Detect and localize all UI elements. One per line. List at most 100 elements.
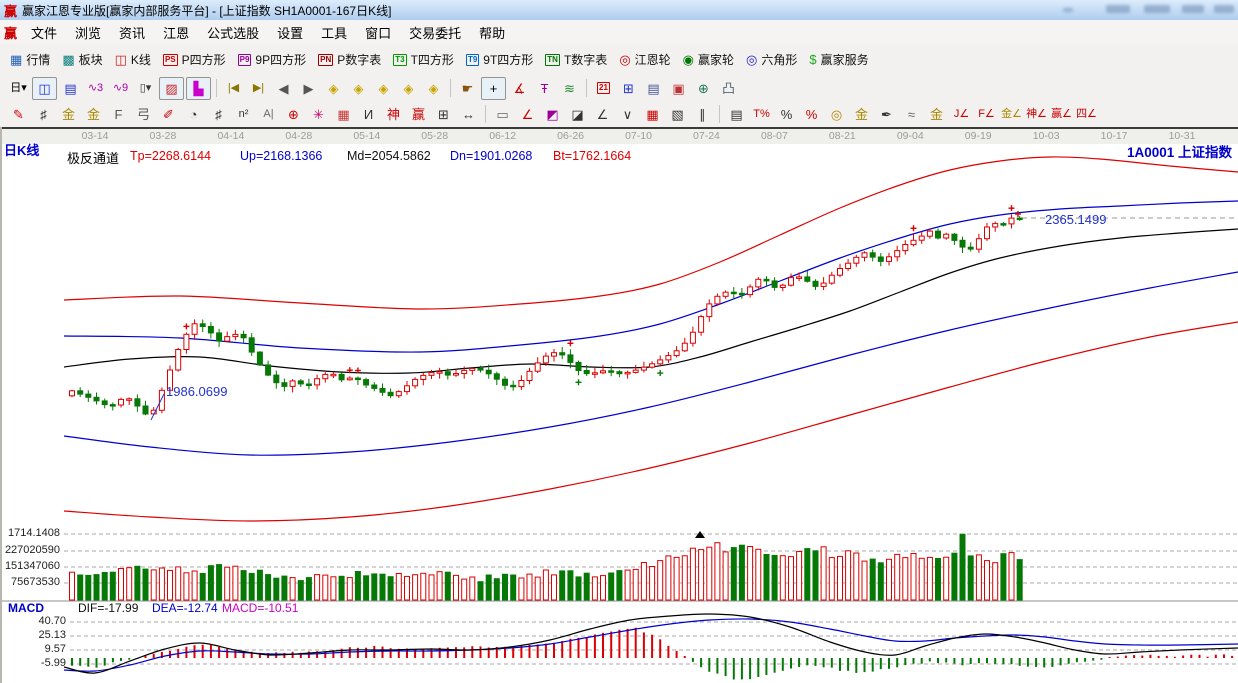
toolbar-button-kline[interactable]: ◫ K线 (109, 48, 157, 71)
tool-red-marker[interactable]: ✐ (163, 106, 174, 122)
tool-shen-angle[interactable]: 神∠ (1026, 107, 1047, 120)
toolbar-button-t-square[interactable]: T3 T四方形 (387, 48, 460, 71)
tool-volume-profile[interactable]: ▙ (186, 76, 211, 100)
menu-item-1[interactable]: 浏览 (75, 25, 102, 41)
tool-grid-red[interactable]: ▦ (646, 106, 659, 122)
tool-gold-grid-a[interactable]: 金 (61, 106, 75, 122)
menu-item-3[interactable]: 江恩 (163, 25, 190, 41)
tool-arrow-left-diamond[interactable]: ◈ (328, 80, 339, 96)
tool-fan-box-dark[interactable]: ◪ (571, 106, 584, 122)
tool-print[interactable]: 凸 (721, 80, 735, 96)
tool-info-panel[interactable]: ▤ (64, 80, 77, 96)
tool-network[interactable]: ⊕ (698, 80, 709, 96)
tool-box-tool[interactable]: ▭ (496, 106, 509, 122)
toolbar-button-9t-square[interactable]: T9 9T四方形 (460, 48, 539, 71)
tool-gold-grid-b[interactable]: 金 (86, 106, 100, 122)
tool-jump-last[interactable]: ▶| (252, 81, 265, 94)
tool-crosshair-tool[interactable]: + (481, 76, 506, 100)
tool-grid-dots[interactable]: ▦ (337, 106, 350, 122)
tool-step-back[interactable]: ◀ (278, 80, 289, 96)
toolbar-button-hexagon[interactable]: ◎ 六角形 (740, 48, 803, 71)
menu-item-8[interactable]: 交易委托 (409, 25, 462, 41)
toolbar-button-winner-wheel[interactable]: ◉ 赢家轮 (677, 48, 740, 71)
tool-fan-box-purple[interactable]: ◩ (546, 106, 559, 122)
tool-gold-angle[interactable]: 金∠ (1001, 107, 1022, 120)
menu-item-7[interactable]: 窗口 (365, 25, 392, 41)
tool-f-angle[interactable]: F∠ (978, 107, 995, 120)
window-title: 赢家江恩专业版[赢家内部服务平台] - [上证指数 SH1A0001-167日K… (22, 3, 392, 18)
toolbar-button-quotes[interactable]: ▦ 行情 (4, 48, 56, 71)
tool-notes[interactable]: ▤ (647, 80, 660, 96)
tool-bar-type-dropdown[interactable]: ▯▾ (139, 81, 152, 94)
tool-wave-3[interactable]: ∿3 (87, 81, 104, 94)
tool-overlay-windows[interactable]: ◫ (32, 76, 57, 100)
draw-toolbar: ✎ ♯ 金金 F 弓 ✐ ◔ ♯ n² A| ⊕ ✳ ▦ И 神赢 ⊞ ↔ ▭ ∠ ◩ ◪ ∠ ∨ ▦ ▧ ∥ ▤ T%%% ◎ 金 ✒ ≈ 金… (0, 101, 1238, 128)
tool-coil-grid[interactable]: 弓 (136, 106, 150, 122)
tool-j-angle[interactable]: J∠ (953, 107, 970, 120)
chart-area[interactable] (0, 142, 1238, 683)
tool-f-grid[interactable]: F (114, 106, 123, 122)
tool-shen-grid[interactable]: 神 (386, 106, 400, 122)
menu-item-2[interactable]: 资讯 (119, 25, 146, 41)
tool-zigzag-mark[interactable]: И (363, 106, 374, 122)
tool-calculator[interactable]: ⊞ (623, 80, 634, 96)
tool-wave-tool[interactable]: ≋ (564, 80, 575, 96)
toolbar-button-9p-square[interactable]: P9 9P四方形 (232, 48, 312, 71)
tool-calendar[interactable]: 21 (592, 78, 615, 99)
tool-grid-arrow[interactable]: ▧ (671, 106, 684, 122)
tool-v-wave[interactable]: ∨ (622, 106, 633, 122)
tool-four-angle[interactable]: 四∠ (1076, 107, 1097, 120)
tool-wave-channel[interactable]: ≈ (907, 106, 916, 122)
toolbar-button-p-number-table[interactable]: PN P数字表 (312, 48, 387, 71)
menu-item-6[interactable]: 工具 (321, 25, 348, 41)
menu-item-4[interactable]: 公式选股 (207, 25, 260, 41)
tool-ink-pen[interactable]: ✒ (881, 106, 892, 122)
menu-item-9[interactable]: 帮助 (479, 25, 506, 41)
tool-win-box[interactable]: 赢 (411, 106, 425, 122)
tool-time-clock[interactable]: ◔ (189, 106, 198, 122)
menu-item-5[interactable]: 设置 (277, 25, 304, 41)
tool-angle-a[interactable]: A| (263, 107, 274, 120)
tool-arrow-right-diamond[interactable]: ◈ (353, 80, 364, 96)
tool-gann-structure-tool[interactable]: Ŧ (540, 80, 549, 96)
date-tick-09-04: 09-04 (896, 130, 924, 142)
toolbar-button-sectors[interactable]: ▩ 板块 (56, 48, 108, 71)
toolbar-button-p-square[interactable]: PS P四方形 (157, 48, 232, 71)
tool-star-burst[interactable]: ✳ (313, 106, 324, 122)
tool-t-percent[interactable]: T% (753, 107, 770, 120)
tool-arrow-both-diamond[interactable]: ◈ (378, 80, 389, 96)
toolbar-button-t-number-table[interactable]: TN T数字表 (539, 48, 613, 71)
tool-gann-map[interactable]: ▨ (159, 76, 184, 100)
p-square-label: P四方形 (181, 53, 226, 67)
toolbar-button-gann-wheel[interactable]: ◎ 江恩轮 (613, 48, 676, 71)
menu-item-0[interactable]: 文件 (31, 25, 58, 41)
tool-hand-tool[interactable]: ☛ (461, 80, 474, 96)
tool-grid-123[interactable]: ⊞ (438, 106, 449, 122)
tool-candle-style-dropdown[interactable]: 日▾ (10, 81, 27, 94)
tool-column-stats[interactable]: ▤ (730, 106, 743, 122)
tool-grid-ruler-2[interactable]: ♯ (215, 106, 222, 122)
tool-step-forward[interactable]: ▶ (303, 80, 314, 96)
tool-fan-red[interactable]: ∠ (521, 106, 534, 122)
tool-angle-fan[interactable]: ∠ (596, 106, 609, 122)
tool-wave-9[interactable]: ∿9 (112, 81, 129, 94)
tool-arrow-cross-diamond[interactable]: ◈ (428, 80, 439, 96)
tool-gold-line[interactable]: 金 (854, 106, 868, 122)
tool-n-square[interactable]: n² (238, 107, 249, 120)
tool-percent[interactable]: % (780, 106, 793, 122)
tool-save[interactable]: ▣ (672, 80, 685, 96)
tool-segment-tool[interactable]: ∡ (513, 80, 526, 96)
toolbar-button-winner-service[interactable]: $ 赢家服务 (803, 48, 874, 71)
tool-gold-box[interactable]: 金 (929, 106, 943, 122)
tool-arrow-double-diamond[interactable]: ◈ (403, 80, 414, 96)
tool-gold-circle[interactable]: ◎ (830, 106, 843, 122)
tool-win-angle[interactable]: 赢∠ (1051, 107, 1072, 120)
tool-measure-span[interactable]: ↔ (462, 106, 475, 122)
tool-jump-first[interactable]: |◀ (227, 81, 240, 94)
tool-flag-pen[interactable]: ✎ (13, 106, 24, 122)
tool-parallel-lines[interactable]: ∥ (699, 106, 706, 122)
tool-percent-line[interactable]: % (805, 106, 818, 122)
tool-circle-cross[interactable]: ⊕ (288, 106, 299, 122)
tool-grid-ruler[interactable]: ♯ (40, 106, 47, 122)
date-axis[interactable]: 03-14 03-28 04-14 04-28 05-14 05-28 06-12 06-26… (0, 127, 1238, 144)
